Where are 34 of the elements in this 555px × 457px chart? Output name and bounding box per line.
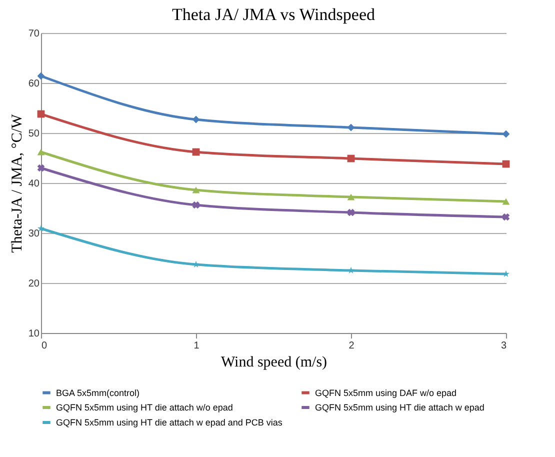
legend-label: GQFN 5x5mm using DAF w/o epad: [315, 388, 457, 398]
x-tick-label: 2: [348, 340, 355, 352]
point: [347, 266, 355, 274]
point: [192, 116, 200, 124]
y-tick-label: 40: [28, 178, 40, 190]
point: [37, 72, 45, 80]
point: [192, 201, 200, 209]
x-tick-label: 3: [500, 340, 507, 352]
y-tick-label: 70: [28, 28, 40, 40]
point: [347, 208, 355, 216]
point: [502, 213, 510, 221]
point: [347, 124, 355, 132]
legend-label: GQFN 5x5mm using HT die attach w/o epad: [56, 402, 233, 412]
y-axis-title: Theta-JA / JMA, °C/W: [9, 113, 26, 253]
legend-label: BGA 5x5mm(control): [56, 388, 140, 398]
point: [37, 224, 45, 232]
y-tick-label: 30: [28, 228, 40, 240]
x-tick-label: 0: [42, 340, 48, 352]
point: [37, 148, 45, 156]
y-tick-label: 20: [28, 278, 40, 290]
point: [502, 270, 510, 278]
point: [502, 198, 510, 205]
point: [347, 194, 355, 200]
y-tick-label: 10: [28, 328, 40, 340]
y-tick-label: 50: [28, 128, 40, 140]
legend-label: GQFN 5x5mm using HT die attach w epad: [315, 402, 484, 412]
legend-label: GQFN 5x5mm using HT die attach w epad and PCB vias: [56, 418, 283, 428]
point: [192, 186, 200, 194]
y-tick-label: 60: [28, 78, 40, 90]
x-tick-label: 1: [194, 340, 200, 352]
point: [502, 130, 510, 138]
point: [37, 164, 45, 172]
x-axis-title: Wind speed (m/s): [220, 354, 328, 370]
chart-title: Theta JA/ JMA vs Windspeed: [172, 5, 376, 24]
